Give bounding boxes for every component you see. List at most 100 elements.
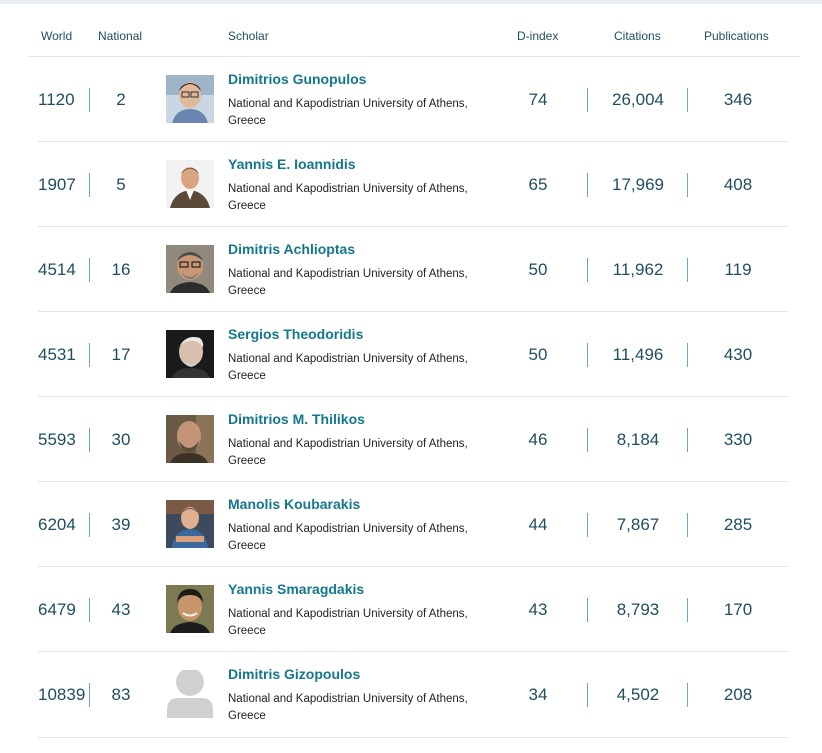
table-row: 4514 16 Dimitris Achlioptas National and… <box>38 227 788 312</box>
divider <box>587 343 588 367</box>
divider <box>587 513 588 537</box>
table-row: 5593 30 Dimitrios M. Thilikos National a… <box>38 397 788 482</box>
header-scholar: Scholar <box>228 29 269 43</box>
top-strip <box>0 0 822 4</box>
scholar-photo[interactable] <box>166 500 214 548</box>
divider <box>89 598 90 622</box>
divider <box>687 173 688 197</box>
citations-value: 11,496 <box>612 344 664 364</box>
divider <box>587 683 588 707</box>
divider <box>587 428 588 452</box>
placeholder-avatar-icon[interactable] <box>166 670 214 718</box>
table-row: 1907 5 Yannis E. Ioannidis National and … <box>38 142 788 227</box>
divider <box>89 428 90 452</box>
divider <box>687 513 688 537</box>
scholar-name-link[interactable]: Yannis Smaragdakis <box>228 581 365 597</box>
divider <box>89 258 90 282</box>
scholar-affiliation: National and Kapodistrian University of … <box>228 268 468 297</box>
scholar-affiliation: National and Kapodistrian University of … <box>228 608 468 637</box>
national-rank: 39 <box>111 514 131 534</box>
divider <box>687 598 688 622</box>
scholar-photo[interactable] <box>166 75 214 123</box>
scholar-name-link[interactable]: Dimitris Achlioptas <box>228 241 356 257</box>
national-rank: 16 <box>111 259 131 279</box>
header-publications[interactable]: Publications <box>704 29 769 43</box>
divider <box>687 683 688 707</box>
header-dindex[interactable]: D-index <box>517 29 559 43</box>
divider <box>687 88 688 112</box>
table-row: 4531 17 Sergios Theodoridis National and… <box>38 312 788 397</box>
scholar-photo[interactable] <box>166 245 214 293</box>
divider <box>587 258 588 282</box>
scholar-photo[interactable] <box>166 415 214 463</box>
table-row: 10839 83 Dimitris Gizopoulos National an… <box>38 652 788 738</box>
world-rank: 4514 <box>38 259 76 279</box>
publications-value: 430 <box>723 344 753 364</box>
divider <box>89 173 90 197</box>
citations-value: 7,867 <box>616 514 660 534</box>
dindex-value: 34 <box>528 684 548 704</box>
divider <box>587 88 588 112</box>
dindex-value: 74 <box>528 89 548 109</box>
divider <box>587 598 588 622</box>
header-national[interactable]: National <box>98 29 143 43</box>
divider <box>89 343 90 367</box>
publications-value: 346 <box>723 89 753 109</box>
citations-value: 17,969 <box>612 174 664 194</box>
scholar-affiliation: National and Kapodistrian University of … <box>228 693 468 722</box>
dindex-value: 50 <box>528 344 548 364</box>
world-rank: 1907 <box>38 174 76 194</box>
header-citations[interactable]: Citations <box>614 29 661 43</box>
publications-value: 119 <box>724 259 752 279</box>
divider <box>89 513 90 537</box>
scholar-photo[interactable] <box>166 160 214 208</box>
scholar-affiliation: National and Kapodistrian University of … <box>228 183 468 212</box>
table-row: 6204 39 Manolis Koubarakis National and … <box>38 482 788 567</box>
world-rank: 10839 <box>38 684 86 704</box>
header-world[interactable]: World <box>41 29 73 43</box>
world-rank: 4531 <box>38 344 76 364</box>
citations-value: 8,793 <box>616 599 660 619</box>
world-rank: 6204 <box>38 514 76 534</box>
publications-value: 330 <box>723 429 753 449</box>
divider <box>687 343 688 367</box>
publications-value: 208 <box>723 684 753 704</box>
dindex-value: 46 <box>528 429 548 449</box>
dindex-value: 50 <box>528 259 548 279</box>
scholar-name-link[interactable]: Dimitrios M. Thilikos <box>228 411 365 427</box>
citations-value: 11,962 <box>612 259 664 279</box>
scholar-name-link[interactable]: Manolis Koubarakis <box>228 496 361 512</box>
scholar-photo[interactable] <box>166 330 214 378</box>
citations-value: 4,502 <box>616 684 660 704</box>
scholar-name-link[interactable]: Yannis E. Ioannidis <box>228 156 356 172</box>
scholar-affiliation: National and Kapodistrian University of … <box>228 98 468 127</box>
divider <box>687 428 688 452</box>
dindex-value: 44 <box>528 514 548 534</box>
divider <box>89 88 90 112</box>
scholar-name-link[interactable]: Dimitris Gizopoulos <box>228 666 361 682</box>
scholar-name-link[interactable]: Sergios Theodoridis <box>228 326 364 342</box>
national-rank: 83 <box>111 684 131 704</box>
world-rank: 1120 <box>38 89 75 109</box>
divider <box>687 258 688 282</box>
table-row: 6479 43 Yannis Smaragdakis National and … <box>38 567 788 652</box>
world-rank: 5593 <box>38 429 76 449</box>
national-rank: 2 <box>116 89 126 109</box>
scholar-affiliation: National and Kapodistrian University of … <box>228 438 468 467</box>
citations-value: 26,004 <box>612 89 664 109</box>
publications-value: 170 <box>723 599 753 619</box>
table-header: World National Scholar D-index Citations… <box>28 4 800 57</box>
divider <box>587 173 588 197</box>
national-rank: 5 <box>116 174 126 194</box>
world-rank: 6479 <box>38 599 76 619</box>
scholar-photo[interactable] <box>166 585 214 633</box>
table-body: 1120 2 Dimitrios Gunopulos National and … <box>28 57 800 738</box>
dindex-value: 65 <box>528 174 548 194</box>
divider <box>89 683 90 707</box>
publications-value: 408 <box>723 174 753 194</box>
scholar-affiliation: National and Kapodistrian University of … <box>228 523 468 552</box>
citations-value: 8,184 <box>616 429 660 449</box>
national-rank: 17 <box>111 344 131 364</box>
scholar-name-link[interactable]: Dimitrios Gunopulos <box>228 71 367 87</box>
national-rank: 43 <box>111 599 131 619</box>
